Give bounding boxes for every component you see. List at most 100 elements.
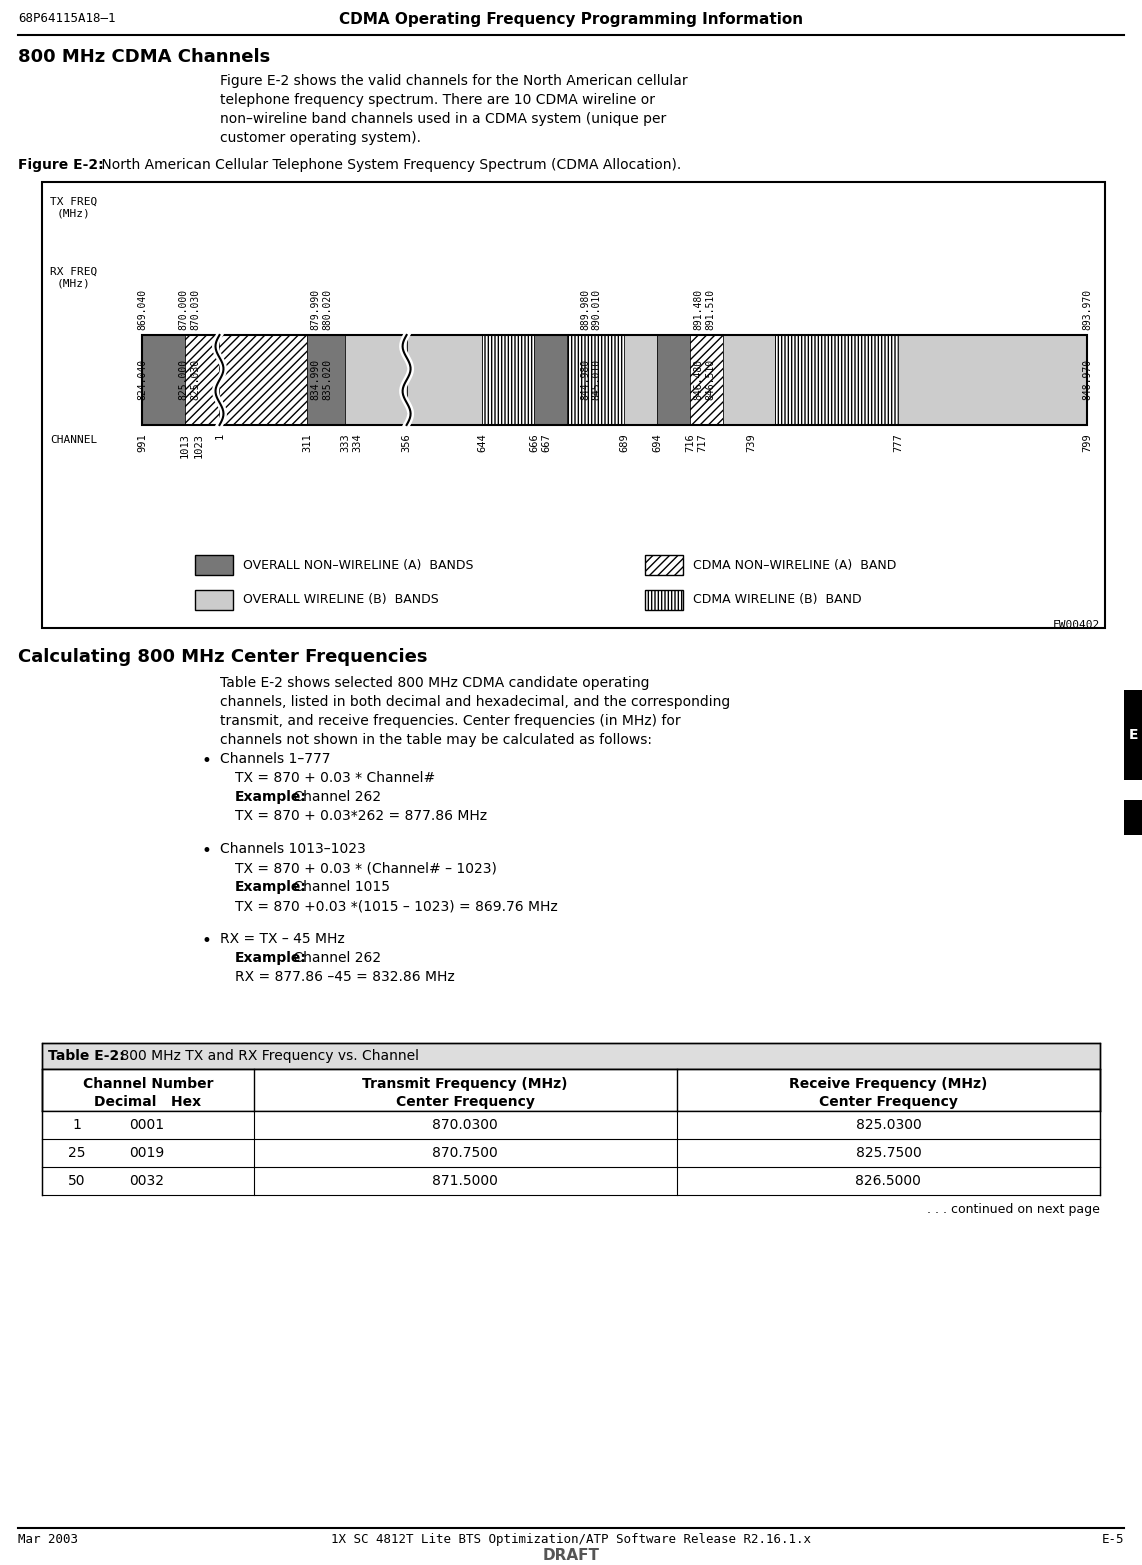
Text: CDMA Operating Frequency Programming Information: CDMA Operating Frequency Programming Inf… xyxy=(339,13,803,27)
Text: 871.5000: 871.5000 xyxy=(433,1174,498,1188)
Text: 0032: 0032 xyxy=(129,1174,164,1188)
Text: Table E-2 shows selected 800 MHz CDMA candidate operating: Table E-2 shows selected 800 MHz CDMA ca… xyxy=(220,676,650,690)
Text: E: E xyxy=(1128,728,1137,742)
Text: Decimal   Hex: Decimal Hex xyxy=(95,1096,201,1110)
Text: 666: 666 xyxy=(529,434,539,452)
Text: 844.980
845.010: 844.980 845.010 xyxy=(580,358,602,401)
Bar xyxy=(568,335,624,426)
Text: 1X SC 4812T Lite BTS Optimization/ATP Software Release R2.16.1.x: 1X SC 4812T Lite BTS Optimization/ATP So… xyxy=(331,1534,811,1546)
Text: channels, listed in both decimal and hexadecimal, and the corresponding: channels, listed in both decimal and hex… xyxy=(220,695,730,709)
Text: 356: 356 xyxy=(402,434,411,452)
Text: TX = 870 +0.03 *(1015 – 1023) = 869.76 MHz: TX = 870 +0.03 *(1015 – 1023) = 869.76 M… xyxy=(235,898,557,912)
Text: E-5: E-5 xyxy=(1102,1534,1124,1546)
Text: 846.480
846.510: 846.480 846.510 xyxy=(693,358,715,401)
Text: 825.000
825.030: 825.000 825.030 xyxy=(178,358,200,401)
Text: Calculating 800 MHz Center Frequencies: Calculating 800 MHz Center Frequencies xyxy=(18,648,427,667)
Bar xyxy=(624,335,657,426)
Text: telephone frequency spectrum. There are 10 CDMA wireline or: telephone frequency spectrum. There are … xyxy=(220,92,656,106)
Text: North American Cellular Telephone System Frequency Spectrum (CDMA Allocation).: North American Cellular Telephone System… xyxy=(97,158,682,172)
Text: DRAFT: DRAFT xyxy=(542,1548,600,1563)
Text: 889.980
890.010: 889.980 890.010 xyxy=(580,290,602,330)
Text: Channel 262: Channel 262 xyxy=(289,790,381,804)
Text: 689: 689 xyxy=(619,434,629,452)
Bar xyxy=(1124,690,1142,779)
Text: 667: 667 xyxy=(541,434,552,452)
Bar xyxy=(42,1167,1100,1196)
Text: CDMA NON–WIRELINE (A)  BAND: CDMA NON–WIRELINE (A) BAND xyxy=(693,559,896,571)
Bar xyxy=(645,556,683,574)
Bar xyxy=(645,590,683,610)
Text: 739: 739 xyxy=(747,434,756,452)
Text: 870.7500: 870.7500 xyxy=(433,1146,498,1160)
Bar xyxy=(482,335,534,426)
Bar xyxy=(42,1069,1100,1111)
Text: 799: 799 xyxy=(1081,434,1092,452)
Bar xyxy=(185,335,219,426)
Text: CHANNEL: CHANNEL xyxy=(50,435,97,444)
Bar xyxy=(185,335,219,426)
Text: 311: 311 xyxy=(303,434,313,452)
Text: RX = TX – 45 MHz: RX = TX – 45 MHz xyxy=(220,933,345,945)
Text: OVERALL NON–WIRELINE (A)  BANDS: OVERALL NON–WIRELINE (A) BANDS xyxy=(243,559,474,571)
Text: Channel 1015: Channel 1015 xyxy=(289,880,391,894)
Text: TX = 870 + 0.03 * (Channel# – 1023): TX = 870 + 0.03 * (Channel# – 1023) xyxy=(235,861,497,875)
Text: transmit, and receive frequencies. Center frequencies (in MHz) for: transmit, and receive frequencies. Cente… xyxy=(220,714,681,728)
Text: 870.000
870.030: 870.000 870.030 xyxy=(178,290,200,330)
Text: Mar 2003: Mar 2003 xyxy=(18,1534,78,1546)
Bar xyxy=(42,1042,1100,1069)
Text: 68P64115A18–1: 68P64115A18–1 xyxy=(18,13,115,25)
Text: Figure E-2:: Figure E-2: xyxy=(18,158,104,172)
Text: 800 MHz CDMA Channels: 800 MHz CDMA Channels xyxy=(18,49,271,66)
Bar xyxy=(307,335,345,426)
Text: 848.970: 848.970 xyxy=(1081,358,1092,401)
Text: Example:: Example: xyxy=(235,880,307,894)
Text: TX FREQ
(MHz): TX FREQ (MHz) xyxy=(50,197,97,219)
Text: •: • xyxy=(202,842,212,861)
Text: FW00402: FW00402 xyxy=(1053,620,1100,631)
Text: 825.7500: 825.7500 xyxy=(855,1146,922,1160)
Text: 1013: 1013 xyxy=(179,434,190,459)
Bar xyxy=(898,335,1087,426)
Text: Transmit Frequency (MHz): Transmit Frequency (MHz) xyxy=(362,1077,568,1091)
Text: . . . continued on next page: . . . continued on next page xyxy=(927,1203,1100,1216)
Text: •: • xyxy=(202,933,212,950)
Text: Receive Frequency (MHz): Receive Frequency (MHz) xyxy=(789,1077,988,1091)
Text: 824.040: 824.040 xyxy=(137,358,147,401)
Text: 694: 694 xyxy=(652,434,662,452)
Text: 1023: 1023 xyxy=(194,434,203,459)
Text: RX FREQ
(MHz): RX FREQ (MHz) xyxy=(50,268,97,288)
Text: Channels 1013–1023: Channels 1013–1023 xyxy=(220,842,365,856)
Bar xyxy=(645,556,683,574)
Bar xyxy=(690,335,723,426)
Bar xyxy=(42,182,1105,628)
Text: 869.040: 869.040 xyxy=(137,290,147,330)
Text: 0001: 0001 xyxy=(129,1117,164,1131)
Text: 825.0300: 825.0300 xyxy=(855,1117,922,1131)
Text: 826.5000: 826.5000 xyxy=(855,1174,922,1188)
Text: 870.0300: 870.0300 xyxy=(433,1117,498,1131)
Text: 991: 991 xyxy=(137,434,147,452)
Bar xyxy=(723,335,775,426)
Text: 50: 50 xyxy=(69,1174,86,1188)
Text: Channel Number: Channel Number xyxy=(82,1077,214,1091)
Text: 834.990
835.020: 834.990 835.020 xyxy=(311,358,332,401)
Bar xyxy=(775,335,898,426)
Text: Example:: Example: xyxy=(235,790,307,804)
Bar xyxy=(568,335,624,426)
Text: customer operating system).: customer operating system). xyxy=(220,131,421,146)
Bar xyxy=(645,590,683,610)
Text: Channels 1–777: Channels 1–777 xyxy=(220,753,330,765)
Bar xyxy=(345,335,407,426)
Bar xyxy=(775,335,898,426)
Text: 1: 1 xyxy=(215,434,225,440)
Text: TX = 870 + 0.03 * Channel#: TX = 870 + 0.03 * Channel# xyxy=(235,772,435,786)
Text: 717: 717 xyxy=(698,434,707,452)
Bar xyxy=(195,590,233,610)
Text: Example:: Example: xyxy=(235,952,307,966)
Text: Channel 262: Channel 262 xyxy=(289,952,381,966)
Text: non–wireline band channels used in a CDMA system (unique per: non–wireline band channels used in a CDM… xyxy=(220,113,666,127)
Text: OVERALL WIRELINE (B)  BANDS: OVERALL WIRELINE (B) BANDS xyxy=(243,593,439,607)
Text: Center Frequency: Center Frequency xyxy=(396,1096,534,1110)
Bar xyxy=(534,335,568,426)
Text: 333: 333 xyxy=(340,434,351,452)
